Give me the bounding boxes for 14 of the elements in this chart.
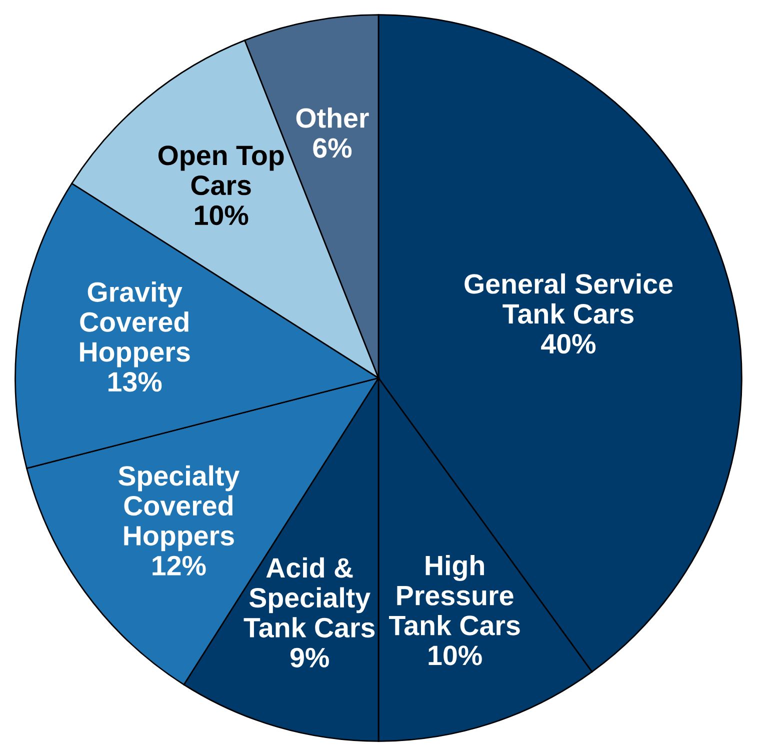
data-label: 13% bbox=[108, 372, 162, 392]
data-label: 6% bbox=[313, 138, 352, 158]
slice-label: Specialty Covered Hoppers bbox=[118, 465, 240, 552]
data-label: 12% bbox=[152, 556, 206, 576]
slice-label: Gravity Covered Hoppers bbox=[80, 282, 190, 368]
data-label: 10% bbox=[428, 646, 482, 666]
data-label: 9% bbox=[290, 648, 329, 668]
slice-label: Open Top Cars bbox=[158, 146, 284, 196]
slice-label: General Service Tank Cars bbox=[464, 273, 673, 324]
slice-label: High Pressure Tank Cars bbox=[388, 554, 520, 636]
data-label: 40% bbox=[541, 334, 596, 354]
slice-label: Acid & Specialty Tank Cars bbox=[244, 557, 375, 638]
data-label: 10% bbox=[195, 205, 248, 226]
slice-label: Other bbox=[296, 108, 369, 128]
